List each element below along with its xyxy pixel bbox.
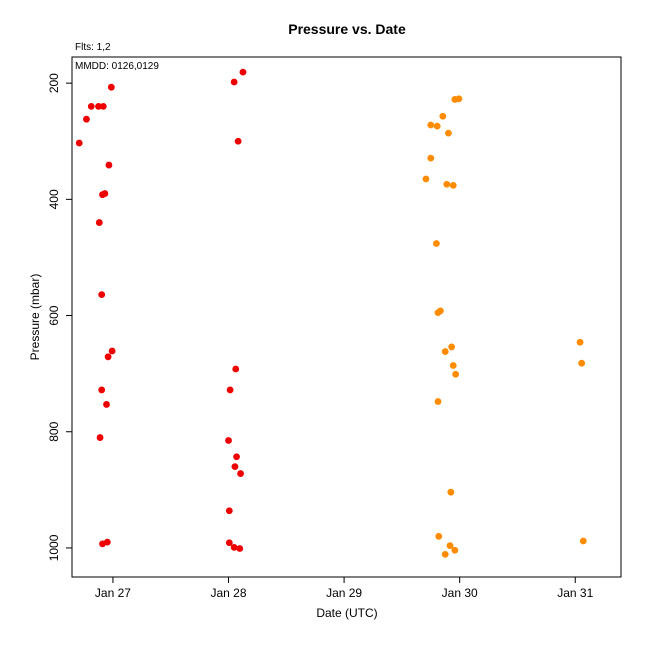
data-point (83, 115, 90, 123)
data-point (447, 488, 455, 496)
data-point (75, 139, 83, 147)
y-axis-label: Pressure (mbar) (28, 274, 42, 361)
data-point (107, 83, 115, 91)
data-point (226, 386, 234, 394)
data-point (579, 537, 587, 545)
data-point (232, 365, 240, 373)
data-point (98, 291, 106, 299)
data-point (441, 550, 449, 558)
data-point (427, 154, 435, 162)
data-point (95, 219, 103, 226)
data-point (236, 545, 244, 552)
data-point (87, 102, 95, 110)
data-point (578, 359, 586, 367)
data-point (99, 191, 106, 199)
data-point (239, 68, 247, 76)
data-point (108, 347, 116, 355)
data-point (432, 240, 440, 247)
data-point (230, 543, 238, 551)
flights-note: Flts: 1,2 (75, 42, 111, 53)
data-point (451, 96, 459, 103)
data-point (230, 78, 238, 86)
x-tick-label: Jan 29 (326, 586, 362, 600)
x-tick-label: Jan 30 (442, 586, 478, 600)
data-point (231, 463, 239, 471)
data-point (435, 532, 443, 540)
data-point (446, 542, 454, 550)
data-points (75, 68, 587, 558)
data-point (422, 175, 430, 183)
data-point (95, 102, 102, 110)
data-point (448, 343, 456, 351)
data-point (439, 112, 447, 120)
data-point (449, 362, 457, 369)
data-point (103, 401, 110, 408)
mmdd-note: MMDD: 0126,0129 (75, 61, 159, 72)
data-point (105, 161, 113, 169)
y-tick-label: 600 (47, 305, 61, 325)
data-point (225, 437, 232, 444)
y-tick-label: 800 (47, 421, 61, 441)
data-point (449, 182, 457, 189)
y-tick-label: 200 (47, 73, 61, 93)
data-point (233, 453, 240, 461)
x-tick-label: Jan 27 (95, 586, 131, 600)
data-point (445, 129, 452, 137)
data-point (451, 546, 459, 554)
data-point (104, 353, 112, 361)
data-point (225, 539, 233, 547)
data-point (427, 121, 435, 129)
data-point (237, 470, 244, 477)
data-point (452, 370, 460, 378)
data-point (434, 309, 442, 317)
data-point (576, 338, 584, 346)
plot-frame (71, 56, 622, 578)
data-point (234, 137, 242, 145)
x-axis-label: Date (UTC) (316, 606, 377, 620)
data-point (443, 180, 451, 188)
x-axis: Jan 27 Jan 28 Jan 29 Jan 30 Jan 31 (95, 577, 594, 600)
data-point (225, 507, 233, 515)
data-point (441, 348, 449, 355)
data-point (99, 102, 107, 110)
y-tick-label: 400 (47, 189, 61, 209)
data-point (96, 434, 104, 441)
data-point (434, 398, 442, 405)
x-tick-label: Jan 28 (210, 586, 246, 600)
data-point (98, 386, 106, 394)
chart-title: Pressure vs. Date (288, 21, 406, 37)
data-point (99, 540, 106, 548)
y-tick-label: 1000 (47, 534, 61, 561)
x-tick-label: Jan 31 (557, 586, 593, 600)
y-axis: 200 400 600 800 1000 (47, 73, 72, 561)
data-point (433, 122, 441, 130)
